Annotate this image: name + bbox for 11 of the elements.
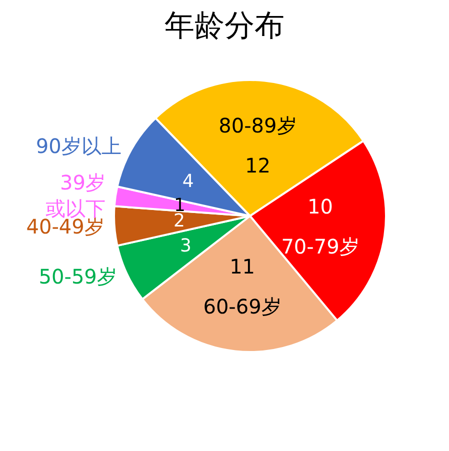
slice-label: 90岁以上 xyxy=(36,134,122,158)
chart-title: 年龄分布 xyxy=(164,8,284,44)
data-label: 4 xyxy=(182,170,194,192)
data-label: 3 xyxy=(180,236,192,257)
data-label: 10 xyxy=(308,194,333,218)
slice-label: 50-59岁 xyxy=(38,264,117,289)
data-label: 12 xyxy=(244,153,270,178)
slice-label: 70-79岁 xyxy=(281,234,360,258)
data-label: 11 xyxy=(230,254,256,279)
slice-label: 60-69岁 xyxy=(203,294,282,319)
slice-label: 80-89岁 xyxy=(218,113,297,138)
